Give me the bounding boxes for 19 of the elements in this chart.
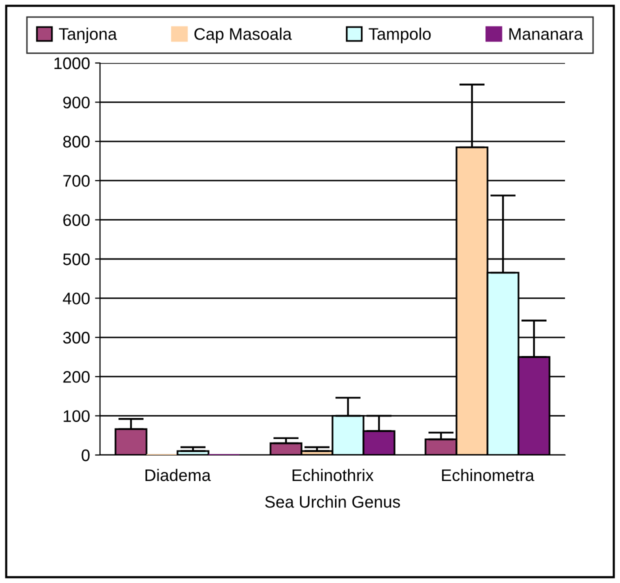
y-tick-label: 900 (63, 96, 90, 108)
x-tick-label: Diadema (146, 468, 211, 482)
y-tick-label: 1000 (54, 57, 90, 70)
x-tick-label: Echinothrix (292, 468, 374, 482)
y-tick-label: 600 (63, 214, 90, 226)
legend-label: Tanjona (58, 28, 117, 44)
x-tick-label: Echinometra (442, 468, 534, 482)
y-tick-label: 800 (63, 136, 90, 148)
y-tick-label: 0 (82, 449, 90, 462)
y-tick-label: 100 (64, 410, 90, 422)
y-tick-label: 200 (63, 371, 90, 383)
y-tick-label: 700 (63, 175, 90, 187)
legend-label: Mananara (509, 28, 584, 40)
legend-label: Cap Masoala (194, 28, 292, 44)
x-axis-title: Sea Urchin Genus (265, 496, 400, 508)
y-tick-label: 400 (62, 292, 90, 304)
y-tick-label: 500 (63, 253, 90, 266)
legend-label: Tampolo (368, 28, 431, 44)
y-tick-label: 300 (63, 332, 90, 344)
